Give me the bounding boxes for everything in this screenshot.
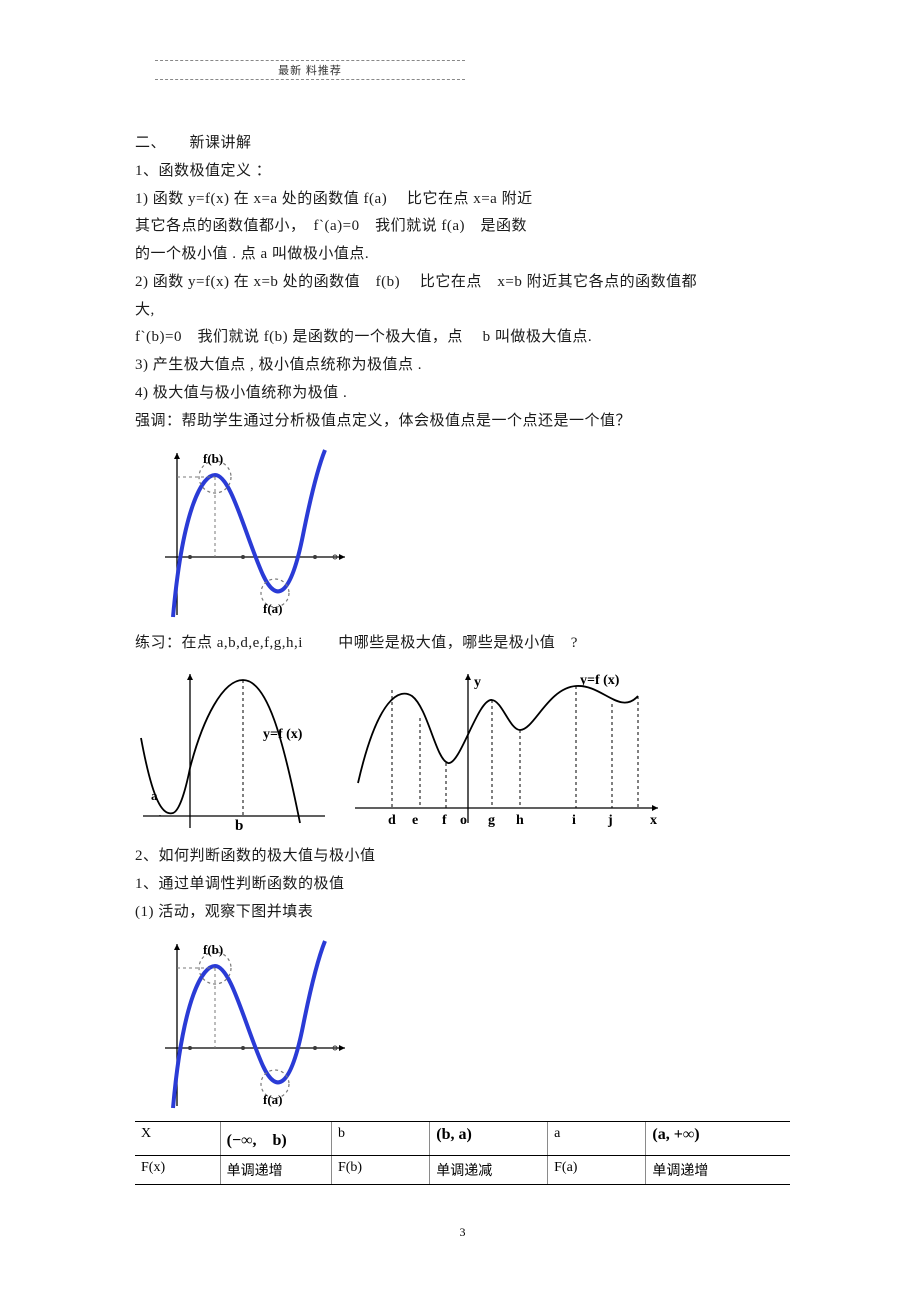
cell-r1c2: (−∞, b)	[220, 1122, 331, 1156]
graph-row-2: a b y=f (x) y y=f (x) x	[135, 668, 790, 833]
graph-3: f(b) f(a)	[135, 936, 790, 1111]
subheading-2: 2、如何判断函数的极大值与极小值	[135, 843, 790, 871]
para-4: 2) 函数 y=f(x) 在 x=b 处的函数值 f(b) 比它在点 x=b 附…	[135, 269, 790, 297]
para-2: 其它各点的函数值都小， f`(a)=0 我们就说 f(a) 是函数	[135, 213, 790, 241]
graph1-label-fb: f(b)	[203, 451, 223, 466]
graph-3-svg: f(b) f(a)	[135, 936, 355, 1111]
section-heading: 二、 新课讲解	[135, 130, 790, 158]
graph-2a-svg: a b y=f (x)	[135, 668, 330, 833]
tick-o: o	[460, 813, 467, 828]
graph3-label-fa: f(a)	[263, 1092, 283, 1107]
para-7: 3) 产生极大值点 , 极小值点统称为极值点 .	[135, 352, 790, 380]
header-text: 最新 料推荐	[278, 65, 342, 77]
para-6: f`(b)=0 我们就说 f(b) 是函数的一个极大值，点 b 叫做极大值点.	[135, 324, 790, 352]
cell-r1c6: (a, +∞)	[646, 1122, 790, 1156]
tick-h: h	[516, 813, 524, 828]
tick-d: d	[388, 813, 396, 828]
cell-r2c2: 单调递增	[220, 1156, 331, 1185]
monotonicity-table: X (−∞, b) b (b, a) a (a, +∞) F(x) 单调递增 F…	[135, 1121, 790, 1185]
tick-e: e	[412, 813, 418, 828]
graph2b-x-label: x	[650, 813, 657, 828]
exercise-text: 练习：在点 a,b,d,e,f,g,h,i 中哪些是极大值，哪些是极小值 ?	[135, 630, 790, 658]
cell-r2c1: F(x)	[135, 1156, 220, 1185]
table-row: F(x) 单调递增 F(b) 单调递减 F(a) 单调递增	[135, 1156, 790, 1185]
tick-j: j	[607, 813, 613, 828]
cell-r1c5: a	[548, 1122, 646, 1156]
cell-r1c3: b	[331, 1122, 429, 1156]
subheading-1: 1、函数极值定义 ：	[135, 158, 790, 186]
graph-1: f(b) f(a)	[135, 445, 790, 620]
para-5: 大,	[135, 297, 790, 325]
graph1-label-fa: f(a)	[263, 601, 283, 616]
page-number: 3	[135, 1225, 790, 1240]
para-9: 强调：帮助学生通过分析极值点定义，体会极值点是一个点还是一个值？	[135, 408, 790, 436]
graph2a-label-b: b	[235, 818, 243, 833]
para-1: 1) 函数 y=f(x) 在 x=a 处的函数值 f(a) 比它在点 x=a 附…	[135, 186, 790, 214]
table-row: X (−∞, b) b (b, a) a (a, +∞)	[135, 1122, 790, 1156]
graph-2b-svg: y y=f (x) x d e f o g h i j	[350, 668, 665, 833]
cell-r2c4: 单调递减	[430, 1156, 548, 1185]
subheading-4: (1) 活动，观察下图并填表	[135, 899, 790, 927]
graph2b-y-label: y	[474, 675, 481, 690]
tick-f: f	[442, 813, 447, 828]
cell-r2c6: 单调递增	[646, 1156, 790, 1185]
graph3-label-fb: f(b)	[203, 942, 223, 957]
cell-r2c5: F(a)	[548, 1156, 646, 1185]
subheading-3: 1、通过单调性判断函数的极值	[135, 871, 790, 899]
graph2b-fn-label: y=f (x)	[580, 673, 620, 688]
para-8: 4) 极大值与极小值统称为极值 .	[135, 380, 790, 408]
tick-i: i	[572, 813, 576, 828]
document-body: 二、 新课讲解 1、函数极值定义 ： 1) 函数 y=f(x) 在 x=a 处的…	[135, 130, 790, 1185]
graph2a-label-fn: y=f (x)	[263, 727, 303, 742]
para-3: 的一个极小值 . 点 a 叫做极小值点.	[135, 241, 790, 269]
cell-r1c1: X	[135, 1122, 220, 1156]
cell-r1c4: (b, a)	[430, 1122, 548, 1156]
cell-r2c3: F(b)	[331, 1156, 429, 1185]
graph-1-svg: f(b) f(a)	[135, 445, 355, 620]
header-banner: 最新 料推荐	[155, 60, 465, 80]
tick-g: g	[488, 813, 495, 828]
graph2a-label-a: a	[151, 788, 158, 803]
